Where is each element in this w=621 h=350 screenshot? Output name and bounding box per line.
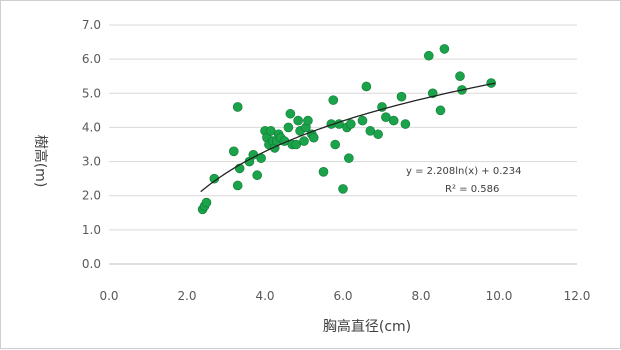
y-tick-label: 1.0 xyxy=(82,223,101,237)
data-point xyxy=(232,180,243,191)
data-point xyxy=(396,91,407,102)
data-point xyxy=(338,184,348,194)
data-point xyxy=(345,119,356,129)
trendline xyxy=(200,82,496,193)
data-point xyxy=(455,71,465,82)
data-points xyxy=(197,44,497,215)
x-tick-label: 6.0 xyxy=(333,289,352,303)
x-tick-label: 12.0 xyxy=(564,289,591,303)
y-tick-label: 6.0 xyxy=(82,52,101,66)
x-tick-label: 8.0 xyxy=(411,289,430,303)
data-point xyxy=(232,102,243,112)
y-tick-label: 0.0 xyxy=(82,257,101,271)
data-point xyxy=(330,139,341,150)
data-point xyxy=(423,50,434,61)
data-point xyxy=(388,115,399,126)
data-point xyxy=(361,81,372,92)
y-tick-label: 7.0 xyxy=(82,18,101,32)
x-tick-label: 0.0 xyxy=(99,289,118,303)
data-point xyxy=(308,132,319,143)
trendline-equation: y = 2.208ln(x) + 0.234 xyxy=(406,166,521,177)
y-tick-labels: 0.0 1.0 2.0 3.0 4.0 5.0 6.0 7.0 xyxy=(82,18,101,271)
data-point xyxy=(201,197,212,208)
gridlines xyxy=(109,24,577,265)
trendline-r-squared: R² = 0.586 xyxy=(445,184,499,195)
x-tick-labels: 0.0 2.0 4.0 6.0 8.0 10.0 12.0 xyxy=(99,289,590,303)
data-point xyxy=(303,115,313,126)
data-point xyxy=(486,78,497,88)
data-point xyxy=(229,146,239,157)
y-axis-title: 樹高(m) xyxy=(32,135,49,188)
data-point xyxy=(344,153,354,163)
data-point xyxy=(299,136,309,146)
data-point xyxy=(435,105,446,116)
y-tick-label: 3.0 xyxy=(82,155,101,169)
x-tick-label: 4.0 xyxy=(255,289,274,303)
y-tick-label: 4.0 xyxy=(82,120,101,134)
data-point xyxy=(285,108,296,119)
data-point xyxy=(357,115,368,126)
x-tick-label: 10.0 xyxy=(486,289,513,303)
data-point xyxy=(293,115,303,126)
data-point xyxy=(439,44,450,54)
data-point xyxy=(328,95,339,105)
y-tick-label: 5.0 xyxy=(82,86,101,100)
data-point xyxy=(400,119,411,129)
data-point xyxy=(252,170,263,181)
data-point xyxy=(373,129,383,140)
x-tick-label: 2.0 xyxy=(177,289,196,303)
data-point xyxy=(318,167,329,177)
y-tick-label: 2.0 xyxy=(82,189,101,203)
data-point xyxy=(283,122,294,133)
x-axis-title: 胸高直径(cm) xyxy=(323,318,411,335)
